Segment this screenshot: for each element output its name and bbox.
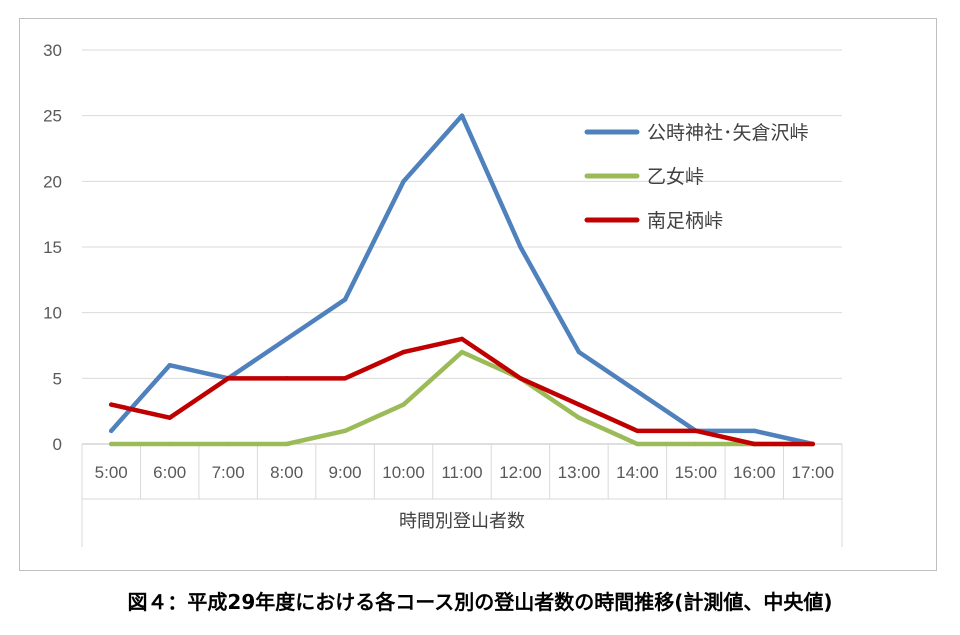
data-point [401, 349, 406, 355]
y-tick-label: 0 [53, 435, 62, 454]
x-tick-label: 7:00 [212, 463, 245, 482]
data-point [109, 441, 114, 447]
x-tick-label: 5:00 [95, 463, 128, 482]
data-point [284, 376, 289, 381]
data-point [284, 441, 289, 447]
data-point [518, 244, 523, 250]
legend-label: 公時神社･矢倉沢峠 [647, 122, 809, 144]
x-tick-label: 10:00 [382, 463, 425, 482]
x-tick-label: 16:00 [733, 463, 776, 482]
y-tick-label: 20 [43, 172, 62, 191]
data-point [752, 428, 757, 434]
data-point [459, 113, 465, 118]
data-point [635, 428, 640, 434]
data-point [167, 363, 172, 368]
y-tick-label: 10 [43, 304, 62, 323]
x-tick-label: 11:00 [441, 463, 482, 482]
data-point [167, 415, 172, 420]
y-tick-label: 25 [43, 107, 62, 126]
x-tick-label: 15:00 [675, 463, 718, 482]
y-tick-label: 5 [53, 369, 62, 388]
data-point [518, 376, 523, 381]
x-tick-label: 14:00 [616, 463, 659, 482]
legend-label: 乙女峠 [647, 166, 704, 188]
chart-frame: 0 5 10 15 20 25 30 5:00 6:00 7:00 8:00 9:00 10:00 11:… [19, 18, 937, 571]
data-point [459, 336, 465, 342]
x-tick-label: 6:00 [153, 463, 186, 482]
y-tick-label: 15 [43, 238, 62, 257]
line-chart: 0 5 10 15 20 25 30 5:00 6:00 7:00 8:00 9:00 10:00 11:… [43, 41, 843, 547]
data-point [342, 297, 348, 302]
x-tick-label: 12:00 [499, 463, 542, 482]
data-point [109, 428, 114, 434]
data-point [284, 336, 289, 342]
figure-caption: 図４：平成29年度における各コース別の登山者数の時間推移(計測値、中央値) [127, 590, 833, 614]
x-tick-label: 9:00 [329, 463, 362, 482]
data-point [342, 428, 348, 434]
y-tick-label: 30 [43, 41, 62, 60]
data-point [693, 428, 699, 434]
legend-label: 南足柄峠 [647, 210, 723, 232]
data-point [635, 389, 640, 394]
data-point [576, 349, 582, 355]
data-point [459, 349, 465, 355]
x-tick-label: 17:00 [791, 463, 834, 482]
data-point [401, 402, 406, 407]
series-line-1 [108, 113, 816, 447]
data-point [109, 402, 114, 407]
data-point [225, 376, 231, 381]
data-point [401, 179, 406, 184]
data-point [635, 441, 640, 447]
data-point [576, 415, 582, 420]
data-point [752, 441, 757, 447]
x-tick-label: 13:00 [558, 463, 601, 482]
x-tick-label: 8:00 [270, 463, 303, 482]
data-point [693, 441, 699, 447]
data-point [810, 441, 815, 447]
data-point [342, 376, 348, 381]
data-point [167, 441, 172, 447]
data-point [225, 441, 231, 447]
data-point [576, 402, 582, 407]
x-axis-title: 時間別登山者数 [399, 511, 525, 532]
